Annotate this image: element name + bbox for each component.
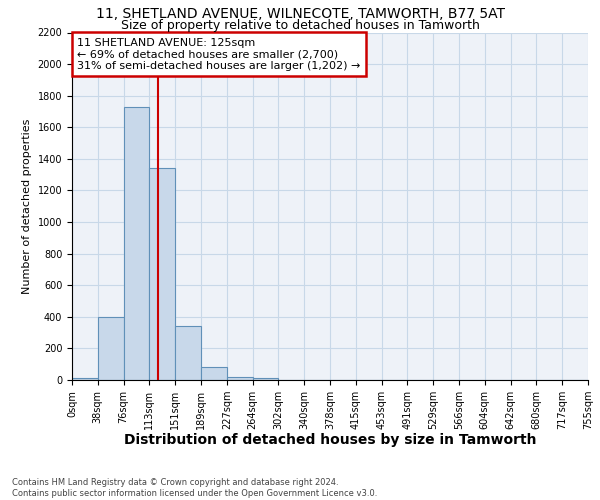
- X-axis label: Distribution of detached houses by size in Tamworth: Distribution of detached houses by size …: [124, 434, 536, 448]
- Text: Contains HM Land Registry data © Crown copyright and database right 2024.
Contai: Contains HM Land Registry data © Crown c…: [12, 478, 377, 498]
- Bar: [149, 168, 175, 380]
- Text: 11 SHETLAND AVENUE: 125sqm
← 69% of detached houses are smaller (2,700)
31% of s: 11 SHETLAND AVENUE: 125sqm ← 69% of deta…: [77, 38, 361, 71]
- Bar: [72, 378, 98, 380]
- Bar: [175, 326, 201, 380]
- Text: 11, SHETLAND AVENUE, WILNECOTE, TAMWORTH, B77 5AT: 11, SHETLAND AVENUE, WILNECOTE, TAMWORTH…: [95, 8, 505, 22]
- Bar: [98, 317, 124, 380]
- Bar: [201, 368, 227, 380]
- Bar: [253, 378, 278, 380]
- Bar: [227, 377, 253, 380]
- Y-axis label: Number of detached properties: Number of detached properties: [22, 118, 32, 294]
- Bar: [124, 106, 149, 380]
- Text: Size of property relative to detached houses in Tamworth: Size of property relative to detached ho…: [121, 19, 479, 32]
